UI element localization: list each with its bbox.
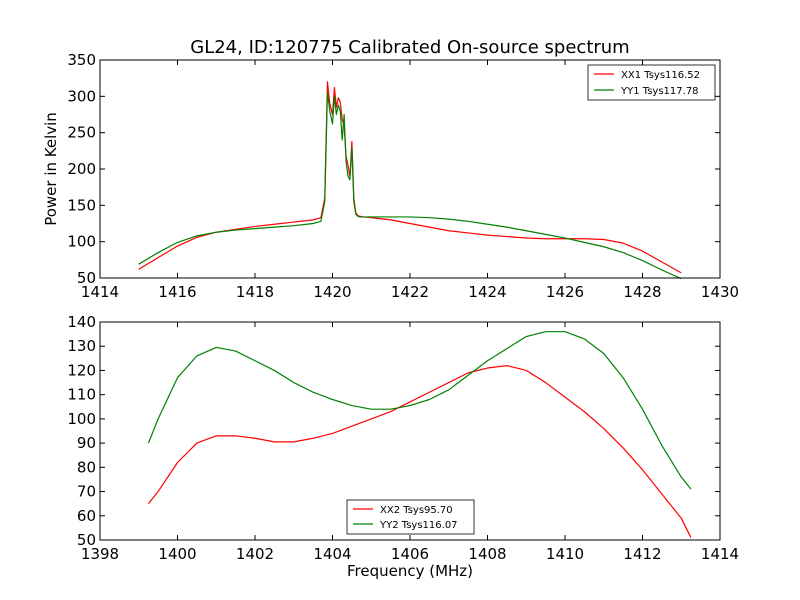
top-legend-label-xx1: XX1 Tsys116.52 [621,70,700,81]
top-x-tick-label: 1420 [313,283,351,301]
top-series-group [138,81,682,280]
bottom-series-line-yy2 [147,331,692,490]
top-y-tick-label: 100 [67,233,96,251]
top-series-line-yy1 [138,92,682,280]
bottom-y-tick-label: 130 [67,337,96,355]
bottom-series-line-xx2 [147,365,692,538]
bottom-y-tick-label: 80 [77,458,96,476]
bottom-spectrum-panel: 1398 1400 1402 1404 1406 1408 1410 1412 1414 50 60… [67,313,739,580]
bottom-legend-label-yy2: YY2 Tsys116.07 [379,520,458,531]
top-x-tick-label: 1416 [158,283,196,301]
bottom-x-tick-label: 1410 [546,545,584,563]
bottom-y-tick-label: 70 [77,483,96,501]
bottom-y-tick-label: 90 [77,434,96,452]
top-x-tick-label: 1430 [701,283,739,301]
top-y-tick-label: 350 [67,51,96,69]
top-y-tick-label: 250 [67,124,96,142]
bottom-x-tick-label: 1408 [468,545,506,563]
bottom-x-axis-label: Frequency (MHz) [347,562,473,580]
bottom-y-tick-label: 100 [67,410,96,428]
figure-title: GL24, ID:120775 Calibrated On-source spe… [190,37,629,58]
bottom-x-tick-label: 1404 [313,545,351,563]
top-ticks-group: 1414 1416 1418 1420 1422 1424 1426 1428 1430 50 10… [67,51,739,301]
bottom-x-tick-label: 1406 [391,545,429,563]
top-y-axis-label: Power in Kelvin [42,112,60,226]
top-legend: XX1 Tsys116.52 YY1 Tsys117.78 [587,64,716,101]
top-y-tick-label: 150 [67,196,96,214]
top-y-tick-label: 200 [67,160,96,178]
bottom-series-group [147,331,692,538]
bottom-x-tick-label: 1412 [623,545,661,563]
top-x-tick-label: 1414 [81,283,119,301]
bottom-x-tick-label: 1402 [236,545,274,563]
bottom-legend-box [346,499,475,535]
top-y-tick-label: 300 [67,87,96,105]
bottom-legend: XX2 Tsys95.70 YY2 Tsys116.07 [346,499,475,535]
top-x-tick-label: 1426 [546,283,584,301]
bottom-x-tick-label: 1400 [158,545,196,563]
top-y-tick-label: 50 [77,269,96,287]
top-legend-label-yy1: YY1 Tsys117.78 [620,86,699,97]
top-x-tick-label: 1424 [468,283,506,301]
bottom-ticks-group: 1398 1400 1402 1404 1406 1408 1410 1412 1414 50 60… [67,313,739,563]
bottom-legend-label-xx2: XX2 Tsys95.70 [380,505,453,516]
bottom-y-tick-label: 140 [67,313,96,331]
top-x-tick-label: 1422 [391,283,429,301]
bottom-y-tick-label: 110 [67,386,96,404]
bottom-y-tick-label: 50 [77,531,96,549]
top-spectrum-panel: 1414 1416 1418 1420 1422 1424 1426 1428 1430 50 10… [42,51,739,301]
bottom-x-tick-label: 1414 [701,545,739,563]
top-legend-box [587,64,716,101]
bottom-x-tick-label: 1398 [81,545,119,563]
bottom-y-tick-label: 120 [67,361,96,379]
top-x-tick-label: 1418 [236,283,274,301]
bottom-y-tick-label: 60 [77,507,96,525]
top-x-tick-label: 1428 [623,283,661,301]
